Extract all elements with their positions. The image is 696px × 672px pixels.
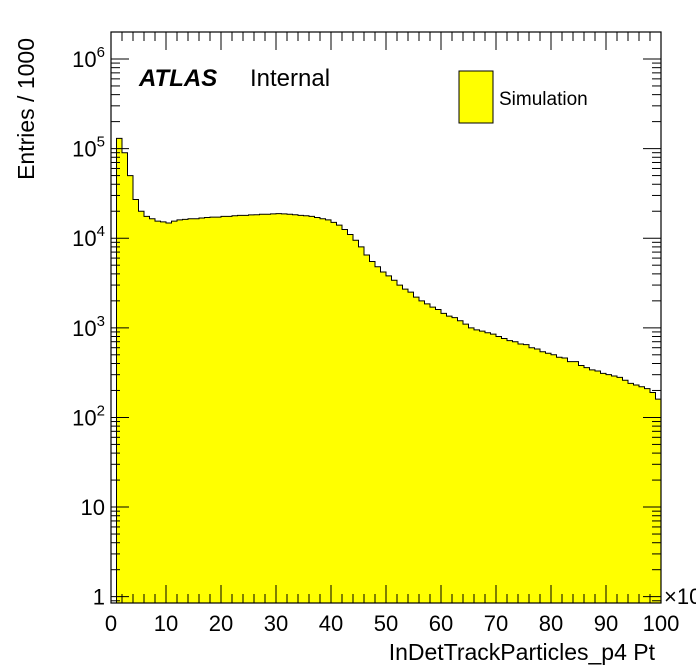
atlas-label: ATLAS — [138, 65, 217, 92]
atlas-status-label: Internal — [250, 65, 330, 92]
x-tick-label: 30 — [264, 611, 288, 636]
x-tick-label: 90 — [594, 611, 618, 636]
x-tick-label: 40 — [319, 611, 343, 636]
x-tick-label: 10 — [154, 611, 178, 636]
x-tick-label: 80 — [539, 611, 563, 636]
x-tick-label: 50 — [374, 611, 398, 636]
x-tick-label: 0 — [105, 611, 117, 636]
histogram-series-simulation — [111, 137, 662, 604]
histogram-layer — [111, 137, 662, 604]
axis-ticks — [110, 31, 662, 603]
legend: Simulation — [458, 70, 588, 124]
x-tick-labels: 0 10 20 30 40 50 60 70 80 90 100 — [105, 611, 679, 636]
legend-swatch-simulation — [458, 70, 494, 124]
x-tick-label: 100 — [643, 611, 680, 636]
x-scale-multiplier: ×10 — [664, 584, 696, 609]
x-tick-label: 60 — [429, 611, 453, 636]
y-tick-label: 1 — [93, 585, 105, 610]
x-tick-label: 20 — [209, 611, 233, 636]
y-tick-label: 10 — [81, 495, 105, 520]
y-axis-title: Entries / 1000 — [13, 38, 39, 180]
legend-label-simulation: Simulation — [499, 89, 588, 110]
x-axis-title: InDetTrackParticles_p4 Pt — [389, 639, 656, 665]
x-tick-label: 70 — [484, 611, 508, 636]
